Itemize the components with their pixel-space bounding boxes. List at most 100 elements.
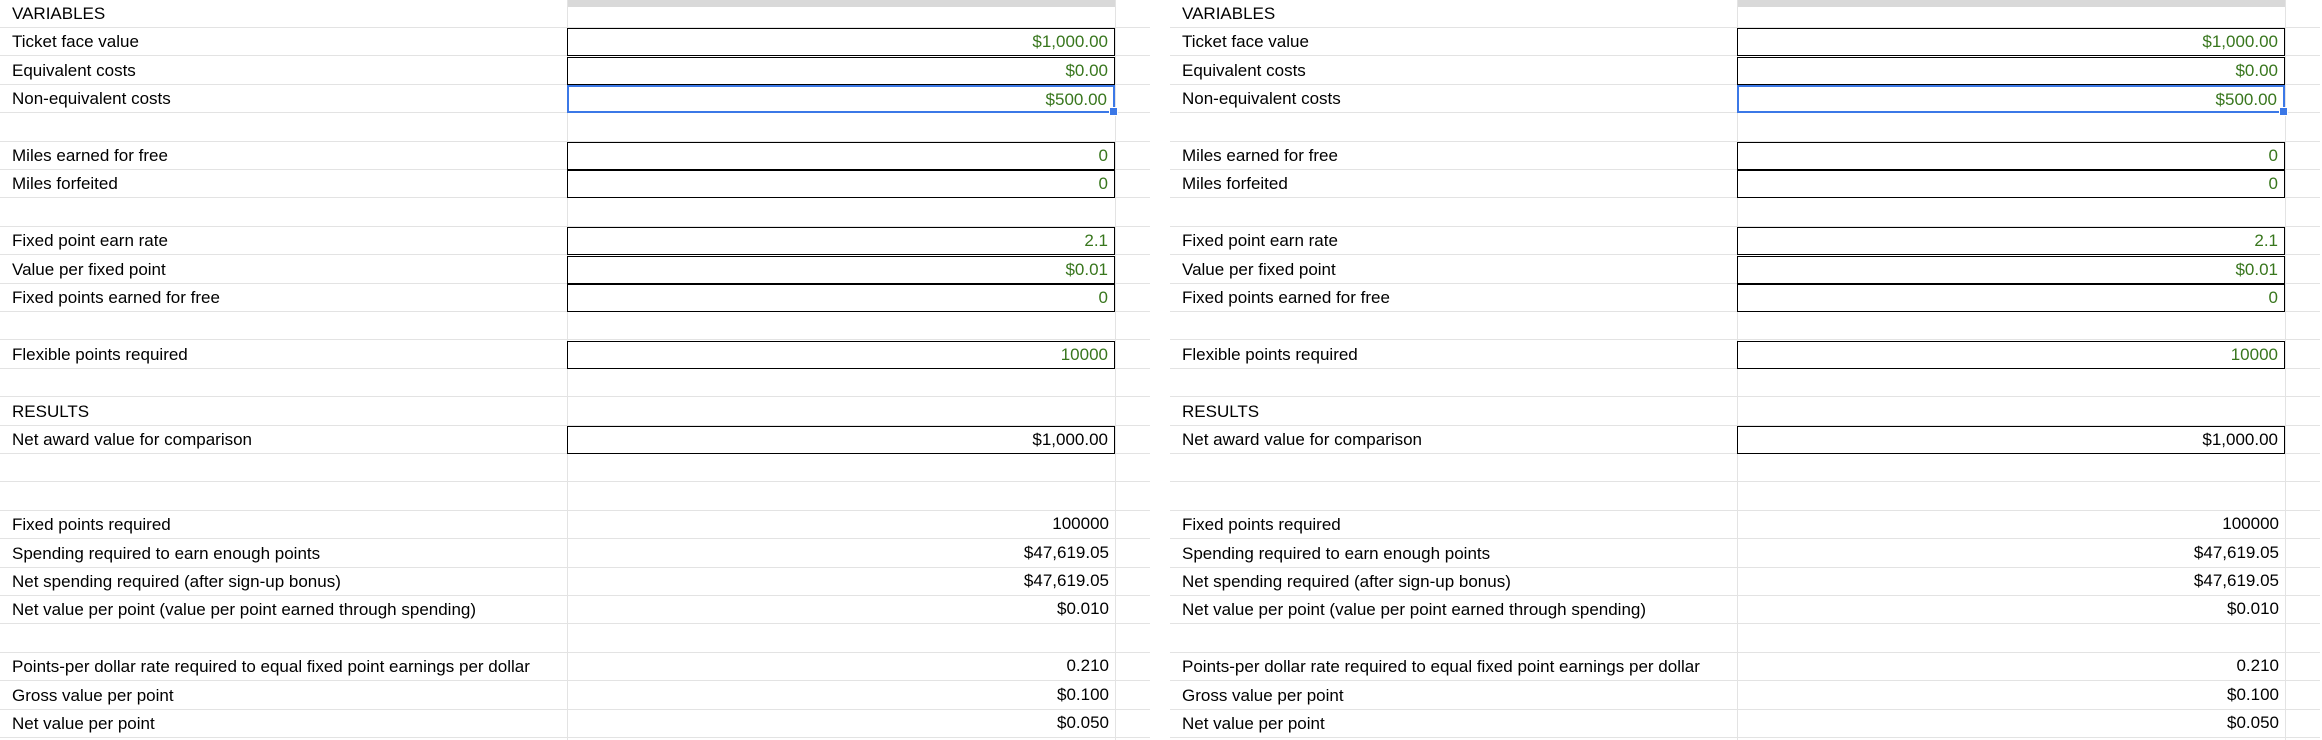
value-cell[interactable]: $1,000.00 — [1737, 28, 2285, 57]
row-label-cell[interactable]: Net value per point (value per point ear… — [12, 600, 477, 620]
row-label-cell[interactable]: Miles forfeited — [1182, 174, 1288, 194]
row-label-cell[interactable]: Non-equivalent costs — [1182, 89, 1341, 109]
value-cell[interactable]: 0 — [1737, 170, 2285, 199]
value-cell[interactable] — [1737, 369, 2285, 397]
value-cell[interactable]: 0 — [567, 142, 1115, 170]
column-gridline — [1115, 0, 1116, 740]
row-label-cell[interactable]: Net value per point — [1182, 714, 1325, 733]
value-cell[interactable]: $0.01 — [567, 255, 1115, 284]
row-label-cell[interactable]: Ticket face value — [1182, 32, 1309, 52]
cell-value: $1,000.00 — [1032, 32, 1108, 52]
value-cell[interactable] — [1737, 114, 2285, 142]
value-cell[interactable]: $47,619.05 — [1737, 568, 2285, 596]
row-label-cell[interactable]: Net spending required (after sign-up bon… — [1182, 572, 1511, 591]
value-cell[interactable] — [567, 0, 1115, 28]
row-label-cell[interactable]: Flexible points required — [12, 344, 188, 364]
value-cell[interactable]: $1,000.00 — [567, 426, 1115, 454]
value-cell[interactable]: $47,619.05 — [567, 568, 1115, 596]
value-cell[interactable] — [567, 625, 1115, 653]
row-label-cell[interactable]: Non-equivalent costs — [12, 89, 171, 109]
fill-handle[interactable] — [1109, 107, 1118, 117]
value-cell[interactable]: 0 — [1737, 142, 2285, 170]
value-cell[interactable]: $1,000.00 — [567, 28, 1115, 57]
row-label-cell[interactable]: Points-per dollar rate required to equal… — [1182, 657, 1700, 677]
row-label-cell[interactable]: Fixed point earn rate — [1182, 231, 1338, 251]
sheet-row — [1170, 312, 2320, 341]
row-label-cell[interactable]: RESULTS — [1182, 401, 1260, 421]
value-cell[interactable] — [567, 454, 1115, 482]
value-cell[interactable]: $0.100 — [567, 682, 1115, 710]
row-label-cell[interactable]: Gross value per point — [1182, 685, 1344, 705]
value-cell[interactable]: $0.00 — [1737, 56, 2285, 85]
row-label-cell[interactable]: Fixed points earned for free — [1182, 288, 1390, 307]
value-cell[interactable] — [567, 114, 1115, 142]
sheet-row: Fixed points required 100000 — [0, 511, 1150, 540]
value-cell[interactable] — [567, 312, 1115, 340]
value-cell[interactable] — [1737, 199, 2285, 227]
value-cell[interactable]: 0 — [567, 284, 1115, 312]
row-label-cell[interactable]: Net value per point — [12, 714, 155, 733]
row-label-cell[interactable]: Fixed points required — [12, 515, 171, 535]
selected-value-cell[interactable]: $500.00 — [1737, 85, 2288, 117]
value-cell[interactable]: $0.00 — [567, 56, 1115, 85]
row-label-cell[interactable]: Spending required to earn enough points — [12, 543, 321, 563]
selected-value-cell[interactable]: $500.00 — [567, 85, 1118, 117]
row-label-cell[interactable]: Value per fixed point — [12, 259, 166, 279]
value-cell[interactable]: 0.210 — [567, 653, 1115, 681]
row-label-cell[interactable]: Net value per point (value per point ear… — [1182, 600, 1647, 620]
fill-handle[interactable] — [2279, 107, 2288, 117]
value-cell[interactable] — [1737, 454, 2285, 482]
value-cell[interactable]: 10000 — [567, 340, 1115, 369]
value-cell[interactable] — [567, 199, 1115, 227]
value-cell[interactable]: $1,000.00 — [1737, 426, 2285, 454]
row-label-cell[interactable]: Net award value for comparison — [12, 430, 253, 449]
value-cell[interactable]: $0.01 — [1737, 255, 2285, 284]
row-label-cell[interactable]: Points-per dollar rate required to equal… — [12, 657, 530, 677]
row-label-cell[interactable]: Net spending required (after sign-up bon… — [12, 572, 341, 591]
value-cell[interactable] — [1737, 625, 2285, 653]
value-cell[interactable]: 0 — [567, 170, 1115, 199]
value-cell[interactable] — [1737, 0, 2285, 28]
row-label-cell[interactable]: Fixed points earned for free — [12, 288, 220, 307]
sheet-row: Ticket face value $1,000.00 — [1170, 28, 2320, 57]
row-label-cell[interactable]: Spending required to earn enough points — [1182, 543, 1491, 563]
row-label-cell[interactable]: RESULTS — [12, 401, 90, 421]
row-label-cell[interactable]: Miles earned for free — [1182, 146, 1338, 165]
value-cell[interactable] — [1737, 398, 2285, 426]
value-cell[interactable]: $0.050 — [567, 710, 1115, 738]
row-label-cell[interactable]: Equivalent costs — [12, 60, 136, 80]
value-cell[interactable]: 10000 — [1737, 340, 2285, 369]
value-cell[interactable]: $0.100 — [1737, 682, 2285, 710]
sheet-row: Net spending required (after sign-up bon… — [1170, 568, 2320, 596]
row-label-cell[interactable]: Miles forfeited — [12, 174, 118, 194]
row-label-cell[interactable]: Fixed points required — [1182, 515, 1341, 535]
value-cell[interactable] — [1737, 312, 2285, 340]
value-cell[interactable]: 100000 — [1737, 511, 2285, 539]
value-cell[interactable] — [567, 369, 1115, 397]
row-label-cell[interactable]: Flexible points required — [1182, 344, 1358, 364]
row-label-cell[interactable]: Ticket face value — [12, 32, 139, 52]
row-label-cell[interactable]: Value per fixed point — [1182, 259, 1336, 279]
row-label-cell[interactable]: Net award value for comparison — [1182, 430, 1423, 449]
value-cell[interactable]: 100000 — [567, 511, 1115, 539]
value-cell[interactable]: $0.010 — [567, 596, 1115, 624]
value-cell[interactable]: 0.210 — [1737, 653, 2285, 681]
value-cell[interactable] — [567, 483, 1115, 511]
sheet-row: Gross value per point $0.100 — [1170, 682, 2320, 710]
value-cell[interactable]: $0.010 — [1737, 596, 2285, 624]
cell-value: $0.100 — [1057, 684, 1109, 704]
row-label-cell[interactable]: Fixed point earn rate — [12, 231, 168, 251]
value-cell[interactable] — [1737, 483, 2285, 511]
row-label-cell[interactable]: VARIABLES — [1182, 4, 1276, 23]
value-cell[interactable]: $0.050 — [1737, 710, 2285, 738]
value-cell[interactable]: $47,619.05 — [1737, 540, 2285, 568]
value-cell[interactable]: 0 — [1737, 284, 2285, 312]
row-label-cell[interactable]: Equivalent costs — [1182, 60, 1306, 80]
value-cell[interactable]: 2.1 — [1737, 227, 2285, 256]
row-label-cell[interactable]: Gross value per point — [12, 685, 174, 705]
value-cell[interactable] — [567, 398, 1115, 426]
value-cell[interactable]: 2.1 — [567, 227, 1115, 256]
value-cell[interactable]: $47,619.05 — [567, 540, 1115, 568]
row-label-cell[interactable]: Miles earned for free — [12, 146, 168, 165]
row-label-cell[interactable]: VARIABLES — [12, 4, 106, 23]
